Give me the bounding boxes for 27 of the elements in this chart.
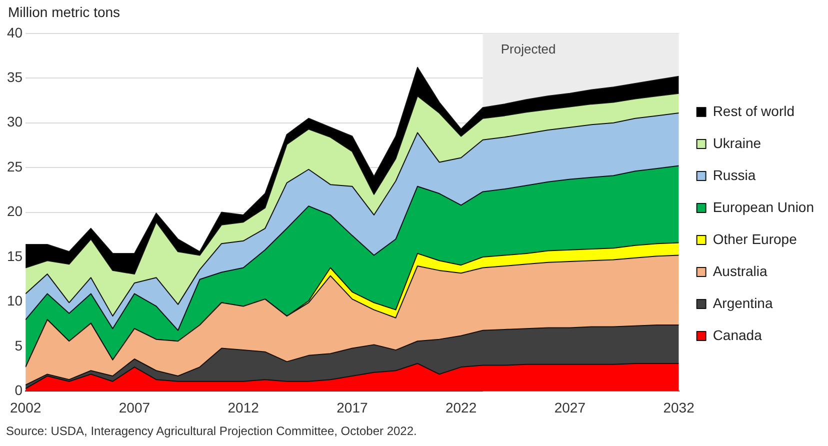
x-tick-label: 2022 [445,399,477,416]
y-tick-label: 25 [6,158,23,174]
legend-label: European Union [712,198,814,215]
x-tick-label: 2017 [336,399,368,416]
legend-label: Other Europe [712,230,798,247]
source-note: Source: USDA, Interagency Agricultural Projection Committee, October 2022. [6,424,417,438]
x-tick-label: 2032 [663,399,695,416]
y-tick-label: 35 [6,68,23,85]
y-tick-label: 10 [6,292,23,309]
legend-label: Rest of world [712,102,795,119]
x-tick-label: 2007 [118,399,150,416]
legend-label: Argentina [712,294,773,311]
legend-label: Canada [712,326,762,343]
y-tick-label: 20 [6,203,23,220]
band-label: Projected [500,41,556,56]
y-tick-label: 0 [14,382,23,398]
x-tick-label: 2027 [554,399,586,416]
legend-label: Australia [712,262,768,279]
y-tick-label: 40 [6,24,23,40]
x-tick-label: 2002 [10,399,42,416]
x-tick-label: 2012 [228,399,260,416]
y-tick-label: 30 [6,114,23,130]
y-tick-label: 15 [6,248,23,264]
legend-label: Russia [712,166,756,183]
y-axis-title: Million metric tons [8,4,120,20]
y-tick-label: 5 [14,337,23,354]
legend-label: Ukraine [712,134,762,151]
